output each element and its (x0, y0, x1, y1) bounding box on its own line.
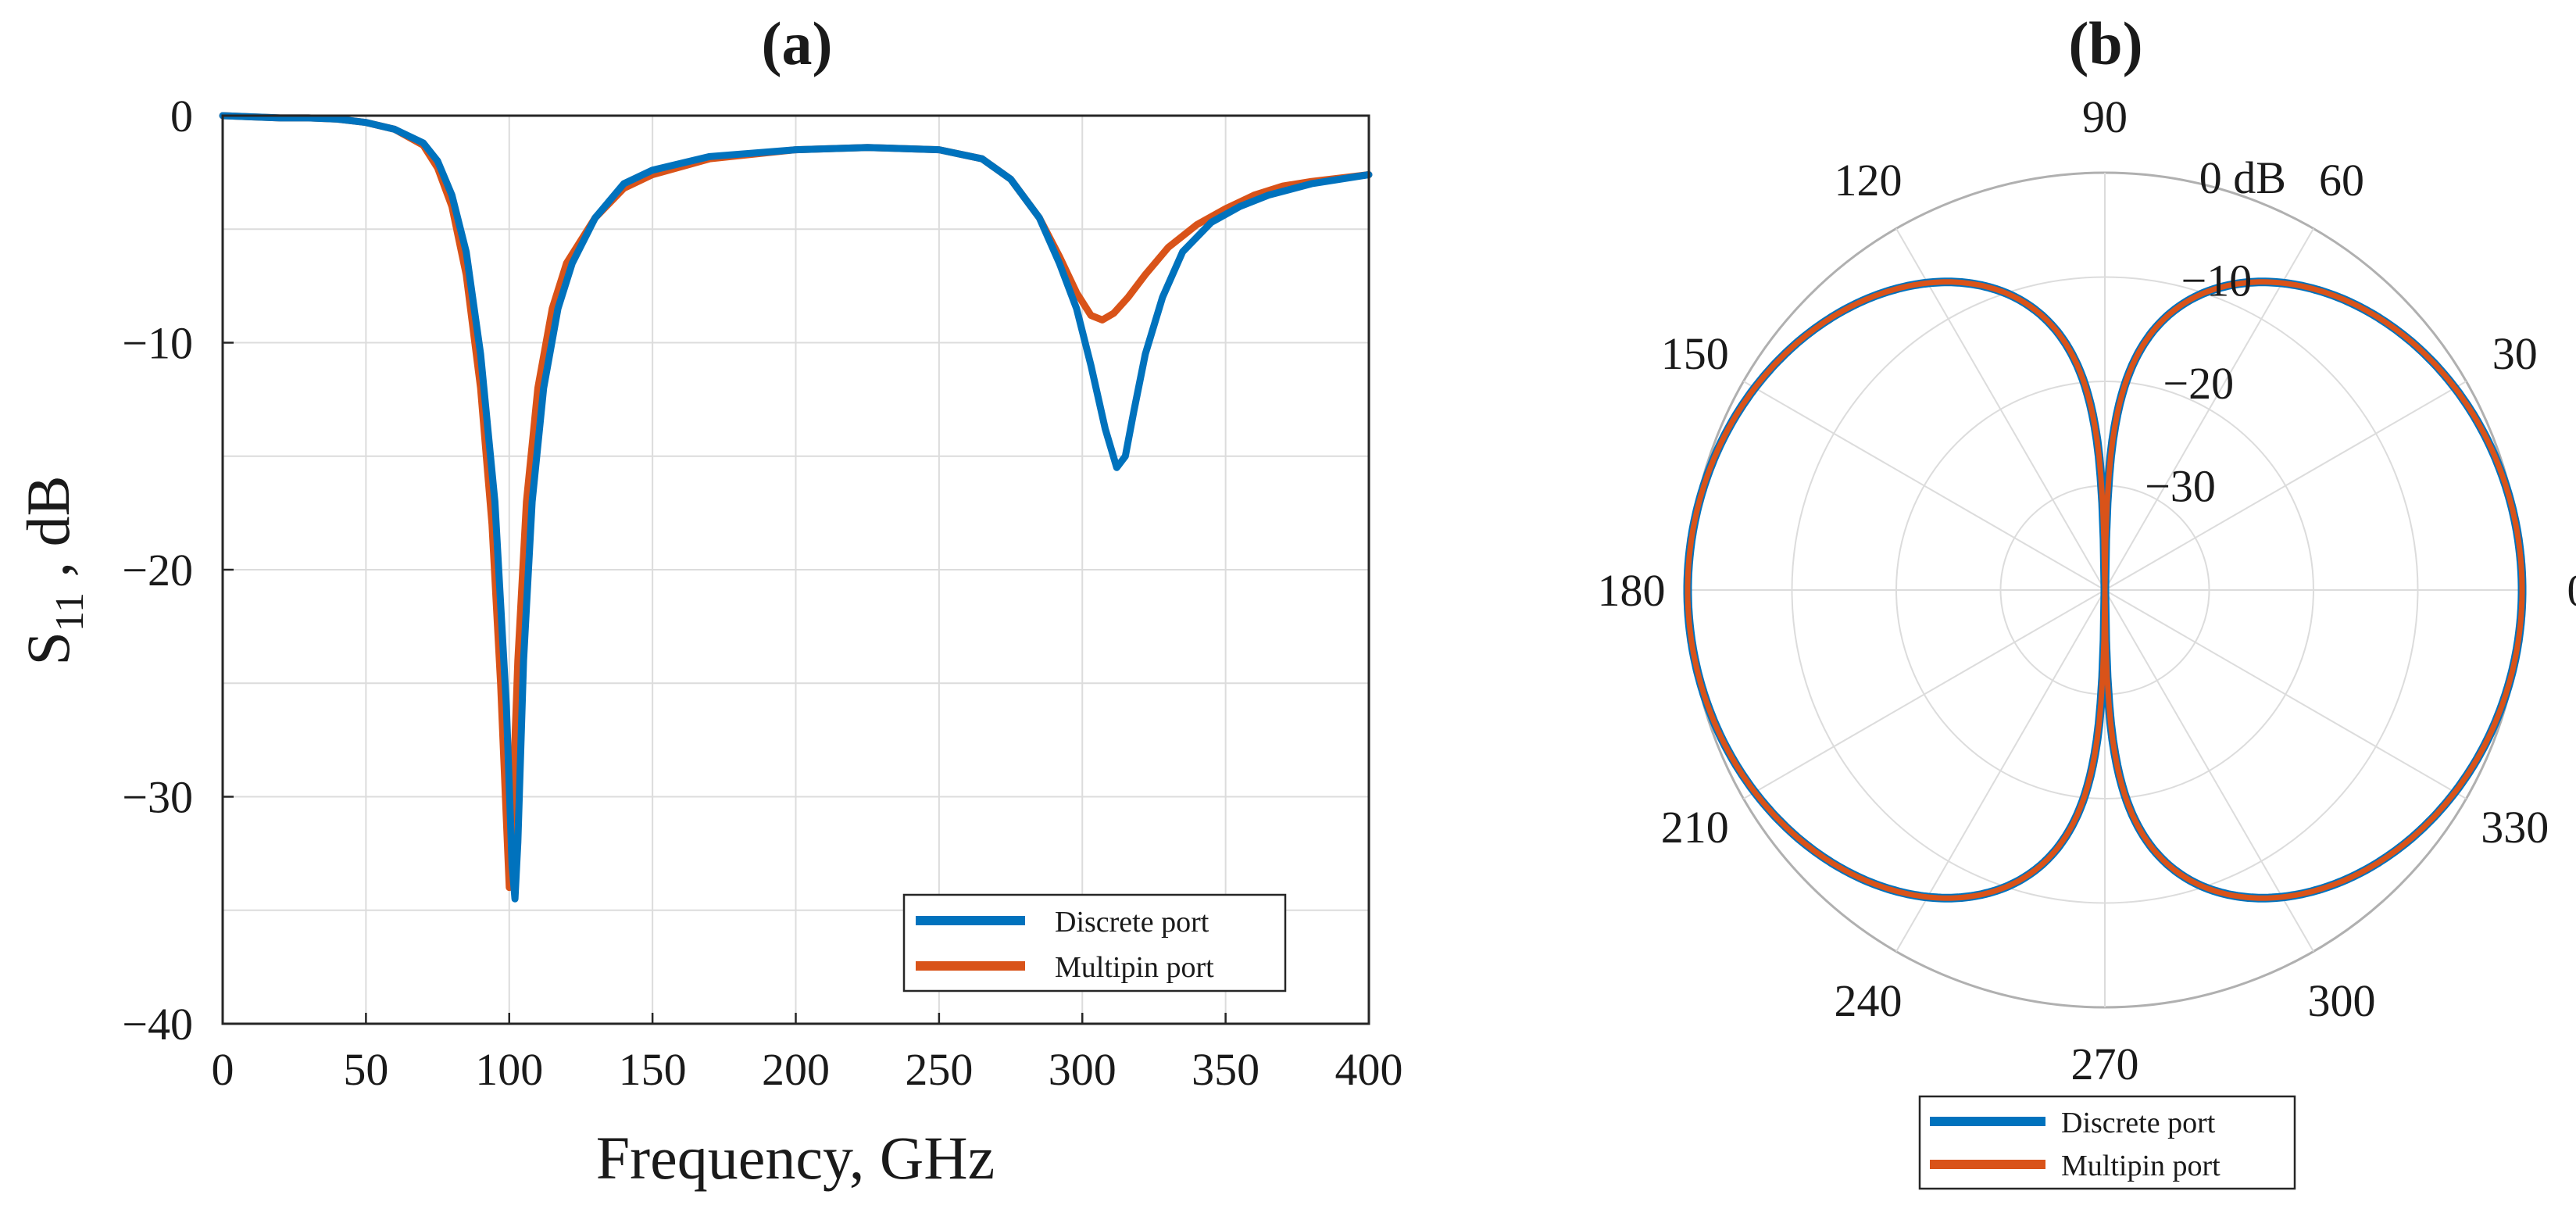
polar-angle-label: 300 (2308, 975, 2376, 1026)
legend-a: Discrete port Multipin port (902, 893, 1287, 992)
polar-series-lines (1683, 277, 2527, 903)
x-tick-label: 250 (905, 1044, 973, 1095)
panel-a: (a) 0 50 100 150 200 250 300 350 400 0 −10 −20 −30 −4… (14, 9, 1403, 1192)
polar-spoke (1743, 589, 2106, 799)
polar-angle-label: 90 (2082, 91, 2128, 142)
y-tick-label: 0 (170, 91, 193, 141)
polar-spoke (1743, 381, 2106, 591)
y-axis-label-suffix: , dB (14, 476, 82, 593)
legend-a-label-discrete: Discrete port (1055, 906, 1209, 939)
polar-angle-label: 330 (2481, 802, 2549, 853)
x-tick-label: 300 (1049, 1044, 1117, 1095)
legend-a-box (902, 893, 1287, 992)
x-tick-label: 150 (619, 1044, 687, 1095)
x-tick-label: 0 (212, 1044, 234, 1095)
grid-a (223, 116, 1369, 1024)
polar-radial-label: −10 (2181, 256, 2253, 306)
series-lines-a (219, 112, 1373, 903)
polar-angle-label: 0 (2567, 565, 2576, 616)
x-tick-label: 50 (343, 1044, 388, 1095)
polar-angle-label: 240 (1835, 975, 1903, 1026)
y-axis-label-main: S (14, 631, 82, 665)
polar-tick-labels: 0 30 60 90 120 150 180 210 240 270 300 330 0 dB −10 −2… (1598, 91, 2576, 1089)
polar-spoke (2104, 589, 2314, 952)
polar-angle-label: 120 (1835, 155, 1903, 206)
polar-spoke (2104, 228, 2314, 591)
y-tick-label: −10 (122, 318, 193, 369)
svg-text:S11 , dB: S11 , dB (14, 476, 92, 666)
y-tick-label: −20 (122, 545, 193, 595)
tick-labels-a: 0 50 100 150 200 250 300 350 400 0 −10 −20 −30 −40 (122, 91, 1402, 1095)
legend-b-label-discrete: Discrete port (2061, 1107, 2216, 1139)
polar-spoke (2104, 589, 2467, 799)
polar-spoke (1895, 589, 2106, 952)
polar-angle-label: 270 (2071, 1039, 2139, 1089)
x-tick-label: 200 (762, 1044, 830, 1095)
legend-a-label-multipin: Multipin port (1055, 951, 1214, 984)
series-line-discrete-port (219, 112, 1373, 903)
polar-angle-label: 210 (1661, 802, 1729, 853)
panel-b-title: (b) (2068, 9, 2142, 77)
polar-angle-label: 180 (1598, 565, 1666, 616)
polar-radial-label: −30 (2145, 461, 2216, 512)
panel-b: (b) 0 30 60 90 120 150 180 210 240 270 300 330 0 dB −… (1598, 9, 2576, 1190)
polar-radial-label: 0 dB (2199, 152, 2286, 203)
x-axis-label: Frequency, GHz (596, 1124, 995, 1192)
polar-spoke (1895, 228, 2106, 591)
legend-b: Discrete port Multipin port (1918, 1095, 2296, 1190)
y-tick-label: −40 (122, 999, 193, 1050)
polar-radial-label: −20 (2163, 358, 2234, 409)
polar-angle-label: 30 (2492, 328, 2538, 379)
legend-b-box (1918, 1095, 2296, 1190)
panel-a-title: (a) (762, 9, 833, 77)
polar-angle-label: 150 (1661, 328, 1729, 379)
y-tick-label: −30 (122, 772, 193, 823)
x-tick-label: 400 (1335, 1044, 1403, 1095)
y-axis-label-sub: 11 (48, 592, 92, 631)
polar-series-multipin-port (1685, 279, 2525, 901)
legend-b-label-multipin: Multipin port (2061, 1150, 2221, 1182)
polar-angle-label: 60 (2319, 155, 2364, 206)
y-axis-label: S11 , dB (14, 476, 92, 666)
x-tick-label: 100 (475, 1044, 543, 1095)
x-tick-label: 350 (1192, 1044, 1259, 1095)
polar-spoke (2104, 381, 2467, 591)
